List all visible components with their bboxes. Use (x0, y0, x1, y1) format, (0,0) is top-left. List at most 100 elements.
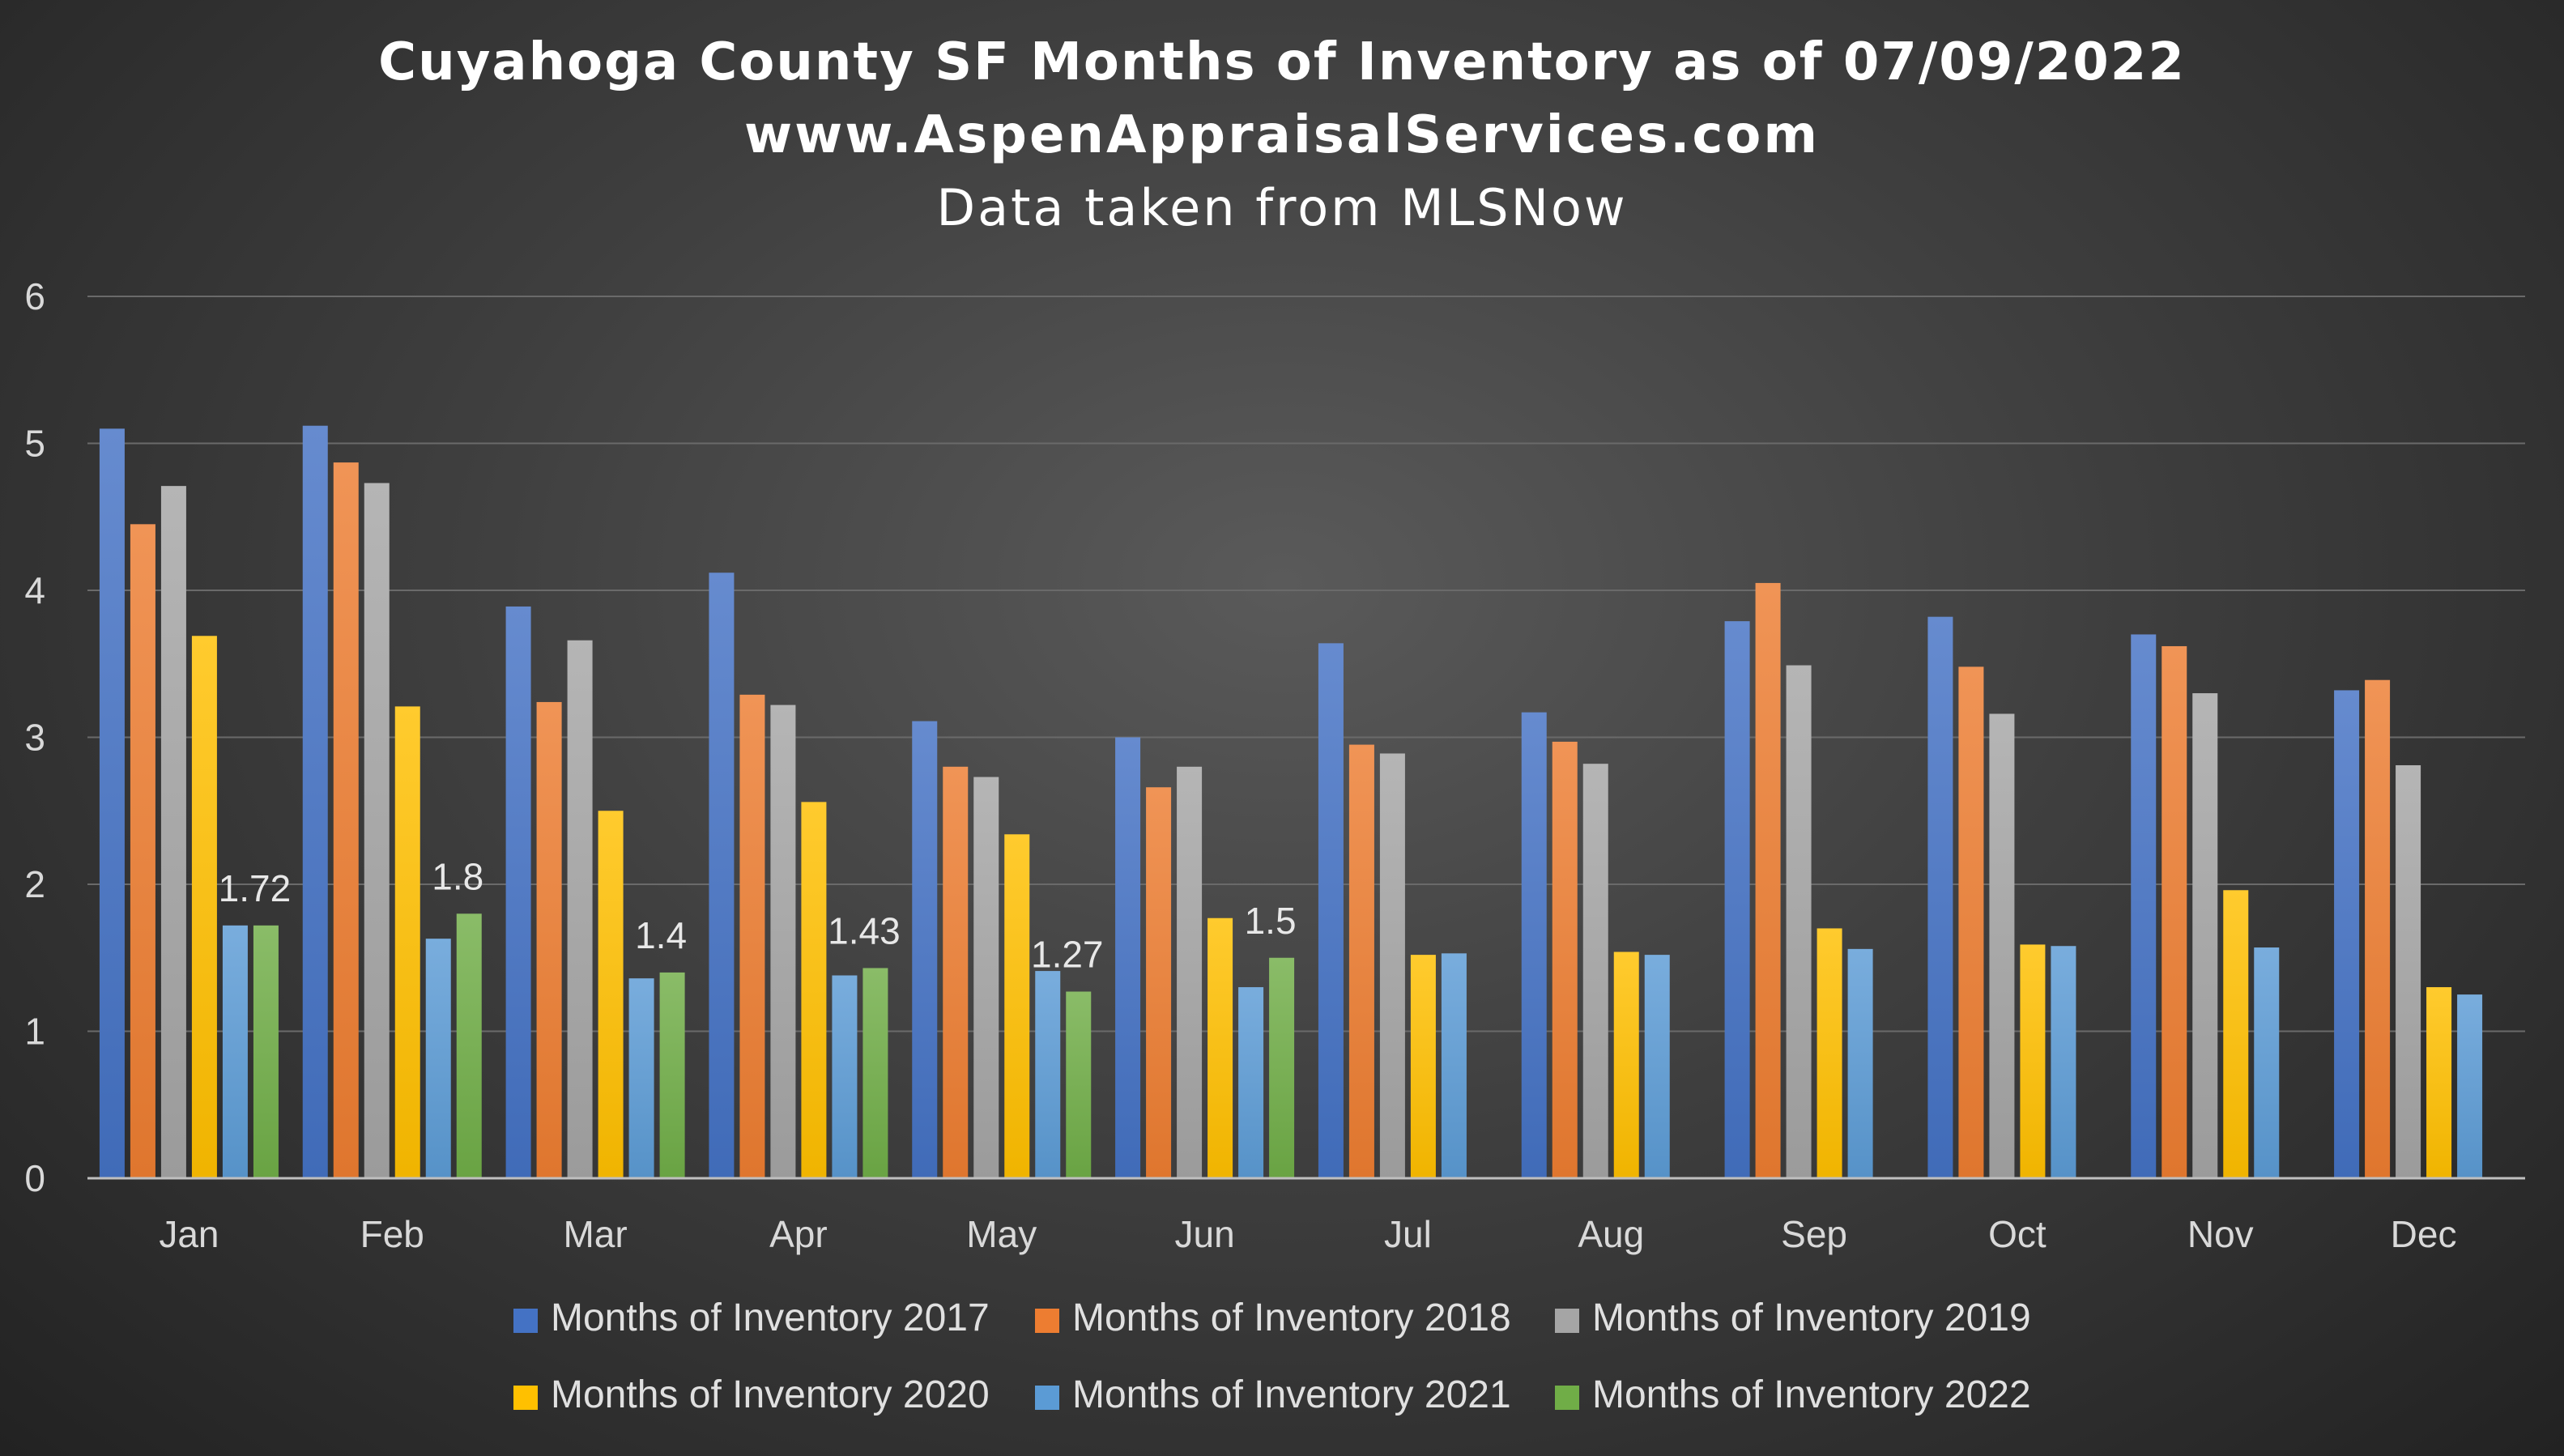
bar-feb-2021 (425, 939, 451, 1178)
x-tick-label: Jun (1174, 1213, 1234, 1255)
bar-jan-2018 (130, 524, 155, 1178)
y-axis: 0 1 2 3 4 5 6 (24, 275, 45, 1199)
data-labels: 1.72 1.8 1.4 1.43 1.27 1.5 (219, 855, 1297, 975)
x-tick-label: Mar (563, 1213, 627, 1255)
x-tick-label: Apr (769, 1213, 828, 1255)
chart-subtitle: www.AspenAppraisalServices.com (744, 105, 1820, 165)
bar-dec-2017 (2334, 690, 2360, 1178)
x-tick-label: Dec (2391, 1213, 2457, 1255)
bar-oct-2018 (1958, 666, 1984, 1178)
bar-nov-2017 (2131, 634, 2157, 1178)
data-label: 1.43 (828, 909, 901, 952)
x-tick-label: Aug (1578, 1213, 1644, 1255)
bar-nov-2020 (2223, 890, 2249, 1178)
y-tick-label: 2 (24, 863, 45, 905)
bar-may-2022 (1066, 991, 1092, 1178)
y-tick-label: 4 (24, 569, 45, 611)
legend: Months of Inventory 2017 Months of Invent… (513, 1296, 2031, 1416)
legend-swatch (1555, 1386, 1579, 1410)
bar-jul-2021 (1441, 953, 1467, 1178)
bar-may-2018 (943, 766, 969, 1178)
bar-mar-2021 (628, 978, 654, 1178)
bar-jul-2017 (1318, 643, 1344, 1178)
bar-nov-2021 (2254, 947, 2280, 1178)
x-axis: Jan Feb Mar Apr May Jun Jul Aug Sep Oct Nov Dec (87, 1177, 2525, 1255)
data-label: 1.8 (432, 855, 483, 897)
legend-label: Months of Inventory 2020 (551, 1373, 990, 1416)
bar-jan-2017 (99, 428, 125, 1178)
y-gridlines (87, 296, 2525, 1032)
bar-nov-2018 (2162, 645, 2187, 1178)
legend-label: Months of Inventory 2021 (1072, 1373, 1511, 1416)
bar-jun-2017 (1115, 737, 1141, 1178)
bar-apr-2017 (709, 573, 735, 1178)
bar-aug-2018 (1552, 741, 1578, 1178)
bar-jul-2020 (1410, 955, 1436, 1178)
bar-feb-2019 (364, 483, 390, 1178)
bar-sep-2018 (1755, 582, 1781, 1178)
bar-sep-2020 (1817, 928, 1842, 1178)
chart-source-note: Data taken from MLSNow (936, 178, 1627, 237)
bar-mar-2019 (567, 640, 593, 1178)
legend-swatch (1555, 1309, 1579, 1333)
bar-jan-2022 (253, 925, 279, 1178)
data-label: 1.5 (1245, 900, 1297, 942)
bar-may-2021 (1035, 971, 1061, 1178)
y-tick-label: 6 (24, 275, 45, 317)
bar-jul-2019 (1379, 753, 1405, 1178)
legend-swatch (1035, 1386, 1059, 1410)
bar-oct-2020 (2020, 944, 2046, 1178)
bar-jun-2020 (1207, 917, 1233, 1178)
chart-title: Cuyahoga County SF Months of Inventory a… (378, 32, 2186, 92)
bar-jun-2019 (1177, 766, 1203, 1178)
x-tick-label: Nov (2187, 1213, 2254, 1255)
bar-apr-2018 (739, 694, 765, 1178)
bar-mar-2017 (505, 606, 531, 1178)
bar-may-2019 (973, 777, 999, 1178)
bar-apr-2019 (770, 705, 796, 1178)
bar-oct-2017 (1927, 616, 1953, 1178)
y-tick-label: 1 (24, 1011, 45, 1053)
bar-jun-2022 (1269, 957, 1295, 1178)
bar-aug-2017 (1521, 712, 1547, 1178)
y-tick-label: 0 (24, 1157, 45, 1199)
bar-mar-2020 (598, 811, 624, 1178)
y-tick-label: 3 (24, 717, 45, 759)
bar-jul-2018 (1348, 744, 1374, 1178)
data-label: 1.72 (219, 867, 292, 909)
bar-apr-2021 (832, 975, 858, 1178)
bar-dec-2018 (2365, 679, 2391, 1178)
legend-label: Months of Inventory 2017 (551, 1296, 990, 1339)
bar-feb-2022 (456, 913, 482, 1178)
bar-sep-2017 (1724, 621, 1750, 1178)
x-tick-label: Jul (1384, 1213, 1432, 1255)
bar-aug-2019 (1582, 764, 1608, 1178)
bar-jan-2019 (160, 486, 186, 1178)
legend-label: Months of Inventory 2022 (1592, 1373, 2031, 1416)
legend-swatch (1035, 1309, 1059, 1333)
bar-apr-2022 (862, 968, 888, 1178)
bar-mar-2022 (659, 972, 685, 1178)
bar-oct-2019 (1989, 713, 2015, 1178)
bar-aug-2020 (1613, 952, 1639, 1178)
bar-sep-2021 (1847, 948, 1873, 1178)
bar-feb-2018 (333, 462, 359, 1178)
legend-label: Months of Inventory 2019 (1592, 1296, 2031, 1339)
bar-may-2020 (1004, 834, 1030, 1178)
legend-swatch (513, 1386, 538, 1410)
bar-jun-2018 (1146, 787, 1172, 1178)
bar-mar-2018 (536, 701, 562, 1178)
bar-dec-2021 (2457, 994, 2483, 1178)
bar-dec-2019 (2396, 764, 2421, 1178)
legend-label: Months of Inventory 2018 (1072, 1296, 1511, 1339)
data-label: 1.27 (1031, 933, 1104, 975)
bar-jan-2021 (222, 925, 248, 1178)
bar-may-2017 (912, 721, 938, 1178)
bar-apr-2020 (801, 802, 827, 1178)
y-tick-label: 5 (24, 423, 45, 465)
x-tick-label: Oct (1988, 1213, 2047, 1255)
data-label: 1.4 (635, 914, 687, 956)
bar-feb-2020 (394, 706, 420, 1178)
bar-jun-2021 (1238, 987, 1264, 1178)
